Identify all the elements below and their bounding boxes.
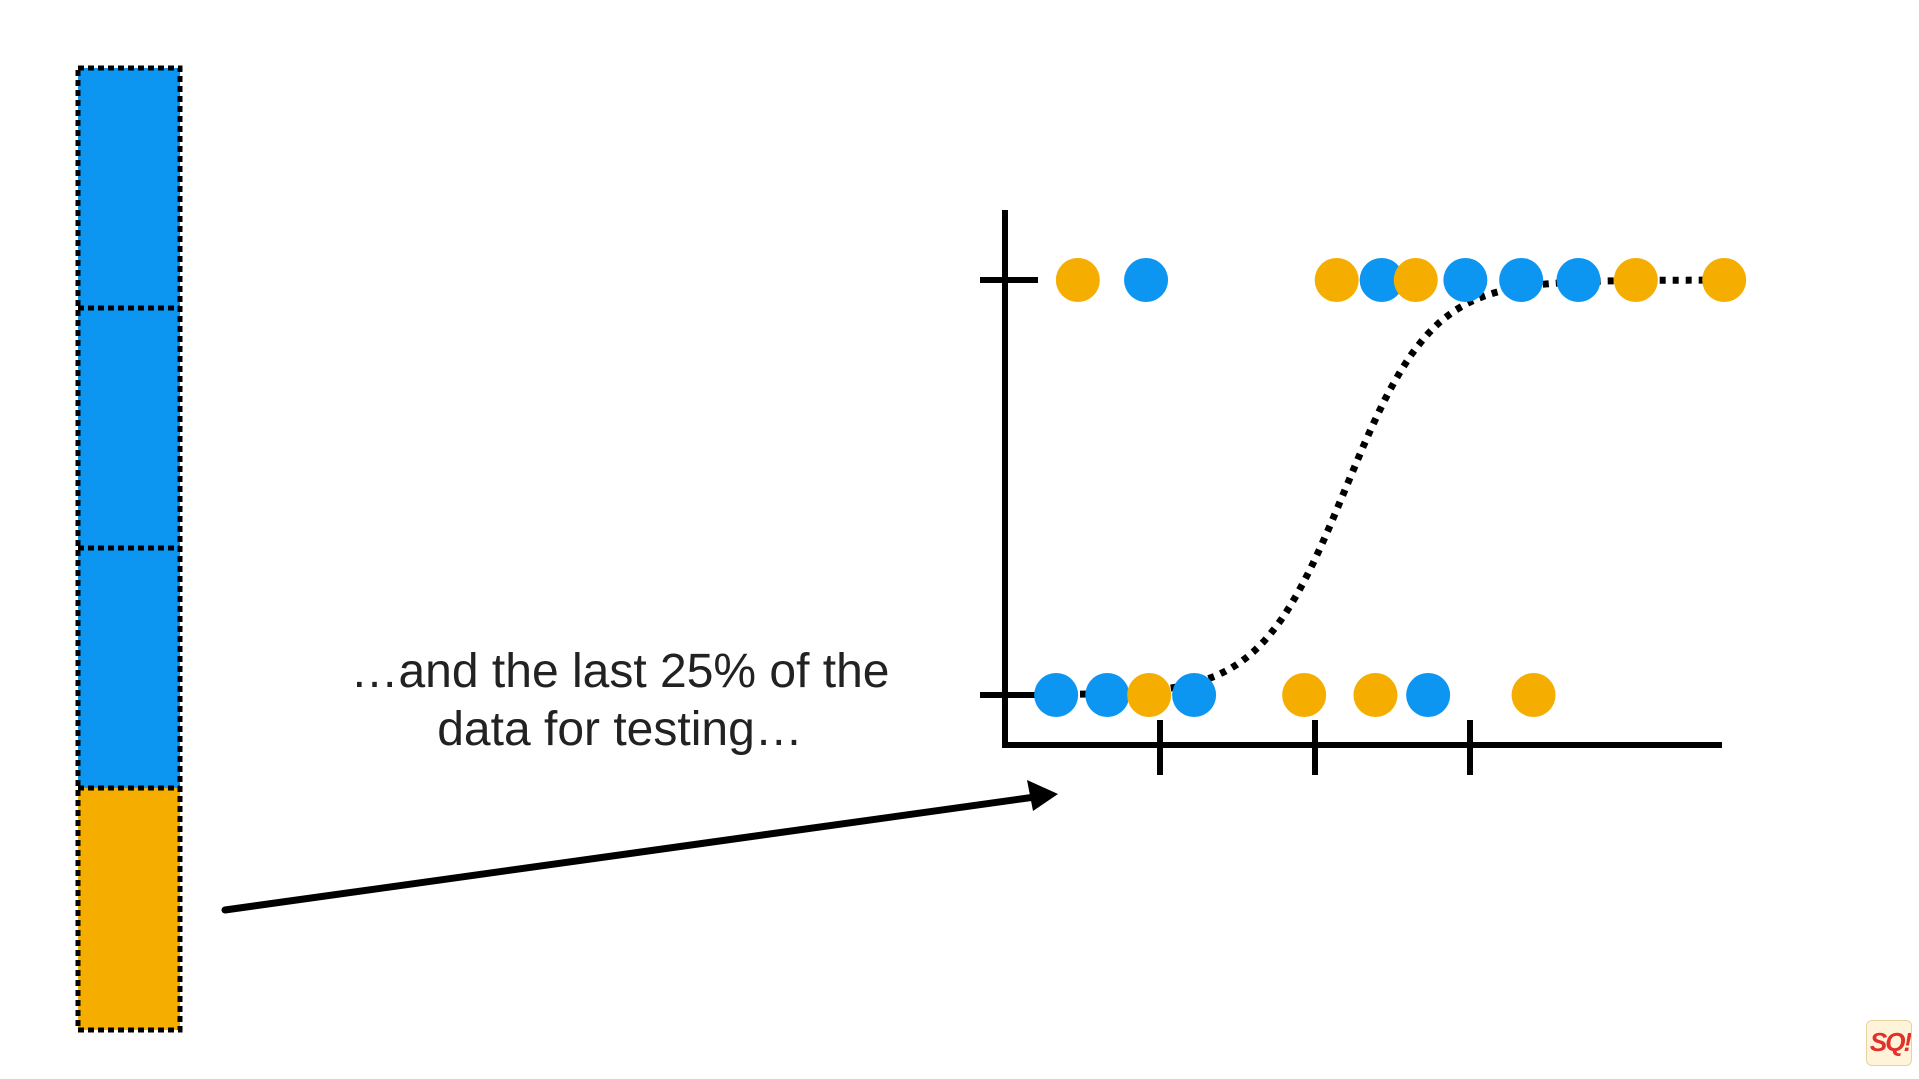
logistic-curve bbox=[1066, 276, 1725, 698]
data-point-9 bbox=[1613, 258, 1658, 302]
data-bar-segment-1 bbox=[78, 68, 180, 308]
data-point-12 bbox=[1085, 673, 1130, 717]
arrow-head bbox=[1027, 780, 1058, 811]
caption-line-1: …and the last 25% of the bbox=[350, 645, 890, 698]
data-points bbox=[1034, 258, 1747, 717]
data-point-18 bbox=[1511, 673, 1556, 717]
data-point-16 bbox=[1353, 673, 1398, 717]
arrow bbox=[221, 780, 1058, 914]
data-point-3 bbox=[1314, 258, 1359, 302]
data-bar-segment-2 bbox=[78, 308, 180, 548]
caption: …and the last 25% of the data for testin… bbox=[300, 643, 940, 759]
data-point-2 bbox=[1124, 258, 1169, 302]
data-point-1 bbox=[1055, 258, 1100, 302]
channel-logo: SQ! bbox=[1866, 1020, 1912, 1066]
data-point-4 bbox=[1359, 258, 1404, 302]
data-point-5 bbox=[1393, 258, 1438, 302]
data-point-6 bbox=[1443, 258, 1488, 302]
data-point-8 bbox=[1556, 258, 1601, 302]
data-point-17 bbox=[1406, 673, 1451, 717]
arrow-shaft bbox=[221, 793, 1039, 914]
chart bbox=[980, 210, 1747, 775]
data-point-15 bbox=[1282, 673, 1327, 717]
data-point-13 bbox=[1127, 673, 1172, 717]
data-bar bbox=[75, 65, 183, 1033]
data-bar-segment-4 bbox=[78, 788, 180, 1030]
channel-logo-text: SQ! bbox=[1869, 1027, 1911, 1057]
caption-line-2: data for testing… bbox=[437, 703, 803, 756]
data-bar-segment-3 bbox=[78, 548, 180, 788]
data-point-10 bbox=[1702, 258, 1747, 302]
data-point-7 bbox=[1499, 258, 1544, 302]
data-point-11 bbox=[1034, 673, 1079, 717]
data-point-14 bbox=[1172, 673, 1217, 717]
tick-marks bbox=[980, 277, 1473, 775]
